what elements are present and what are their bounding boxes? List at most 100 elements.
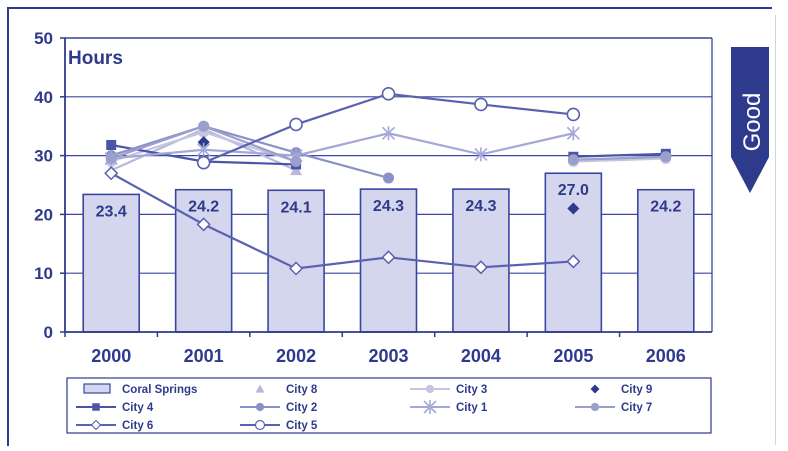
marker-star bbox=[474, 147, 488, 162]
legend: Coral Springs City 8 City 3 City 9 City 4 Cit… bbox=[66, 377, 712, 434]
bar-value-label: 24.2 bbox=[188, 199, 219, 216]
series-city-7 bbox=[105, 120, 672, 167]
legend-item: City 9 bbox=[590, 384, 652, 396]
series-city-1 bbox=[104, 126, 580, 166]
legend-item: City 1 bbox=[410, 400, 488, 414]
x-tick-label: 2006 bbox=[646, 346, 686, 366]
good-badge: Good bbox=[731, 47, 769, 193]
x-tick-label: 2004 bbox=[461, 346, 501, 366]
marker-triangle bbox=[290, 164, 303, 176]
legend-label: City 3 bbox=[456, 384, 487, 396]
marker-diamond bbox=[197, 136, 210, 149]
marker-circle bbox=[590, 402, 600, 412]
axes: 0 10 20 30 40 50 2000 2001 2002 2003 2004 2005 2006 bbox=[34, 29, 713, 366]
y-tick-label: 50 bbox=[34, 29, 53, 48]
marker-circle bbox=[198, 120, 210, 132]
bar-coral-springs bbox=[267, 189, 325, 333]
series-city-9 bbox=[197, 136, 580, 215]
x-tick-label: 2003 bbox=[368, 346, 408, 366]
series-line bbox=[573, 157, 666, 163]
bar-value-label: 24.1 bbox=[281, 199, 312, 216]
legend-label: City 6 bbox=[122, 420, 153, 432]
series-city-6 bbox=[104, 166, 581, 276]
x-tick-label: 2000 bbox=[91, 346, 131, 366]
marker-diamond-open bbox=[90, 419, 102, 431]
marker-star bbox=[197, 142, 211, 157]
legend-label: City 5 bbox=[286, 420, 318, 432]
good-arrow-shape bbox=[731, 47, 769, 193]
marker-circle-open bbox=[474, 97, 488, 112]
legend-item: Coral Springs bbox=[83, 383, 197, 396]
marker-circle bbox=[383, 172, 394, 184]
legend-label: City 4 bbox=[122, 402, 154, 414]
marker-circle-open bbox=[566, 107, 581, 122]
marker-diamond-open bbox=[566, 254, 581, 269]
bar-value-label: 27.0 bbox=[558, 182, 589, 199]
legend-item: City 7 bbox=[575, 402, 652, 414]
x-tick-label: 2002 bbox=[276, 346, 316, 366]
marker-diamond-open bbox=[104, 166, 119, 181]
marker-circle-open bbox=[196, 155, 211, 170]
bar-value-label: 24.3 bbox=[465, 198, 496, 215]
good-label: Good bbox=[739, 93, 766, 152]
chart-frame bbox=[7, 7, 772, 446]
legend-label: Coral Springs bbox=[122, 384, 197, 396]
legend-item: City 3 bbox=[410, 384, 487, 396]
y-tick-label: 40 bbox=[34, 88, 53, 107]
marker-square bbox=[92, 403, 100, 411]
marker-circle bbox=[567, 154, 579, 166]
x-tick-label: 2001 bbox=[184, 346, 224, 366]
bar-coral-springs bbox=[636, 188, 695, 333]
legend-box bbox=[66, 377, 712, 434]
marker-circle bbox=[660, 151, 672, 163]
legend-item: City 8 bbox=[255, 384, 318, 396]
legend-label: City 7 bbox=[621, 402, 652, 414]
x-tick-label: 2005 bbox=[553, 346, 593, 366]
marker-circle-open bbox=[381, 87, 396, 101]
legend-label: City 9 bbox=[621, 384, 652, 396]
series-line bbox=[111, 132, 574, 160]
series-city-4 bbox=[106, 140, 671, 170]
marker-diamond bbox=[590, 384, 600, 394]
marker-circle bbox=[290, 155, 302, 167]
right-divider bbox=[775, 15, 776, 445]
line-series bbox=[104, 87, 672, 276]
marker-circle bbox=[255, 402, 265, 412]
legend-swatch-bar bbox=[83, 383, 111, 394]
bar-value-label: 24.3 bbox=[373, 198, 404, 215]
marker-star bbox=[566, 126, 580, 141]
y-tick-label: 30 bbox=[34, 147, 53, 166]
marker-diamond-open bbox=[473, 260, 488, 275]
marker-diamond-open bbox=[289, 261, 304, 276]
series-line bbox=[110, 125, 389, 180]
bar-value-label: 24.2 bbox=[650, 199, 681, 216]
legend-item: City 5 bbox=[240, 419, 318, 432]
legend-label: City 2 bbox=[286, 402, 317, 414]
y-tick-label: 0 bbox=[44, 323, 53, 342]
marker-square bbox=[106, 140, 117, 151]
marker-circle bbox=[425, 384, 435, 394]
bar-value-label: 23.4 bbox=[96, 203, 127, 220]
marker-circle bbox=[105, 153, 117, 165]
series-line bbox=[573, 152, 666, 158]
series-line bbox=[110, 172, 574, 270]
series-line bbox=[573, 155, 666, 161]
marker-circle-open bbox=[289, 117, 303, 132]
legend-item: City 4 bbox=[76, 402, 154, 414]
bar-coral-springs bbox=[544, 172, 603, 333]
legend-label: City 8 bbox=[286, 384, 318, 396]
y-tick-label: 20 bbox=[34, 205, 53, 224]
legend-label: City 1 bbox=[456, 402, 488, 414]
marker-diamond-open bbox=[196, 217, 211, 232]
legend-item: City 2 bbox=[240, 402, 317, 414]
marker-triangle bbox=[255, 384, 265, 393]
marker-circle-open bbox=[254, 419, 266, 431]
y-axis-title: Hours bbox=[68, 48, 123, 69]
marker-star bbox=[423, 400, 437, 414]
marker-diamond-open bbox=[381, 250, 396, 265]
marker-star bbox=[381, 126, 396, 141]
marker-diamond bbox=[567, 202, 580, 215]
y-tick-label: 10 bbox=[34, 264, 53, 283]
legend-item: City 6 bbox=[76, 419, 153, 432]
